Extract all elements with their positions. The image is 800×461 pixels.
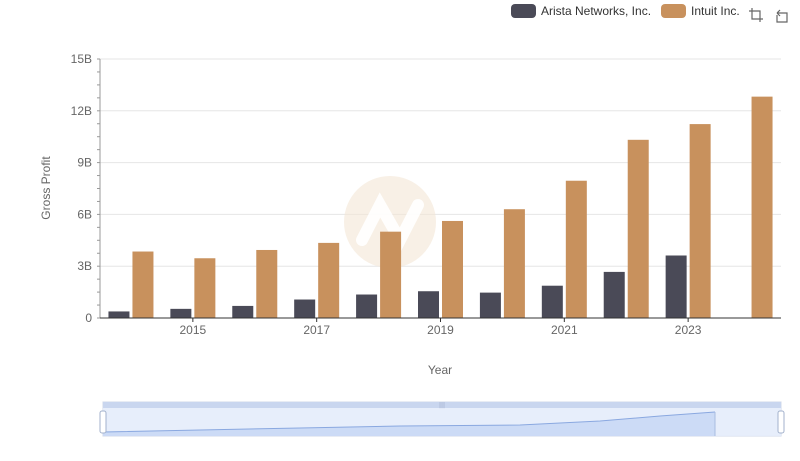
bar-arista-2023[interactable] <box>665 255 687 318</box>
bar-intuit-2018[interactable] <box>380 231 402 318</box>
axes: 0 3B 6B 9B 12B 15B 2015 2017 2019 2021 2023 <box>71 52 781 337</box>
y-tick-label: 3B <box>77 259 92 273</box>
x-tick-label: 2015 <box>180 323 207 337</box>
grid-lines <box>100 58 781 267</box>
y-tick-label: 9B <box>77 156 92 170</box>
bar-arista-2017[interactable] <box>294 299 316 318</box>
y-tick-label: 6B <box>77 207 92 221</box>
bar-arista-2022[interactable] <box>603 271 625 318</box>
y-tick-label: 15B <box>71 52 92 66</box>
reset-icon[interactable] <box>774 7 790 23</box>
slider-handle-right[interactable] <box>777 410 785 434</box>
legend-item-arista[interactable]: Arista Networks, Inc. <box>511 4 651 18</box>
y-tick-label: 12B <box>71 104 92 118</box>
legend-label-intuit: Intuit Inc. <box>691 4 740 18</box>
legend: Arista Networks, Inc. Intuit Inc. <box>511 4 750 18</box>
y-tick-label: 0 <box>85 311 92 325</box>
zoom-icon[interactable] <box>748 7 764 23</box>
bar-arista-2020[interactable] <box>479 292 501 318</box>
slider-preview-area <box>103 412 715 436</box>
bar-intuit-2015[interactable] <box>194 258 216 318</box>
legend-swatch-intuit <box>661 4 687 18</box>
bar-arista-2019[interactable] <box>418 291 439 318</box>
watermark-logo <box>344 176 436 268</box>
data-zoom-slider[interactable]: ||| <box>99 401 785 437</box>
slider-grip-icon[interactable]: ||| <box>439 402 445 409</box>
x-axis-label: Year <box>428 363 452 377</box>
x-tick-label: 2017 <box>303 323 330 337</box>
bar-intuit-2017[interactable] <box>318 242 340 318</box>
bar-intuit-2020[interactable] <box>503 209 525 318</box>
x-tick-label: 2023 <box>675 323 702 337</box>
y-axis-label: Gross Profit <box>39 156 53 220</box>
legend-swatch-arista <box>511 4 536 18</box>
bar-intuit-2021[interactable] <box>565 180 587 318</box>
legend-label-arista: Arista Networks, Inc. <box>541 4 652 18</box>
bar-intuit-2016[interactable] <box>256 249 278 318</box>
slider-top-bar[interactable] <box>103 402 781 408</box>
bar-arista-2014[interactable] <box>108 311 130 318</box>
bar-intuit-2024[interactable] <box>751 96 773 319</box>
bar-intuit-2022[interactable] <box>627 139 649 318</box>
bar-intuit-2014[interactable] <box>132 251 154 318</box>
bar-arista-2015[interactable] <box>170 308 192 318</box>
x-tick-label: 2019 <box>427 323 454 337</box>
legend-item-intuit[interactable]: Intuit Inc. <box>661 4 740 18</box>
bars <box>108 96 773 319</box>
bar-intuit-2019[interactable] <box>442 220 463 318</box>
bar-arista-2021[interactable] <box>541 285 563 318</box>
slider-handle-left[interactable] <box>99 410 107 434</box>
bar-intuit-2023[interactable] <box>689 124 711 318</box>
bar-arista-2016[interactable] <box>232 305 254 318</box>
x-tick-label: 2021 <box>551 323 578 337</box>
bar-arista-2018[interactable] <box>356 294 378 318</box>
